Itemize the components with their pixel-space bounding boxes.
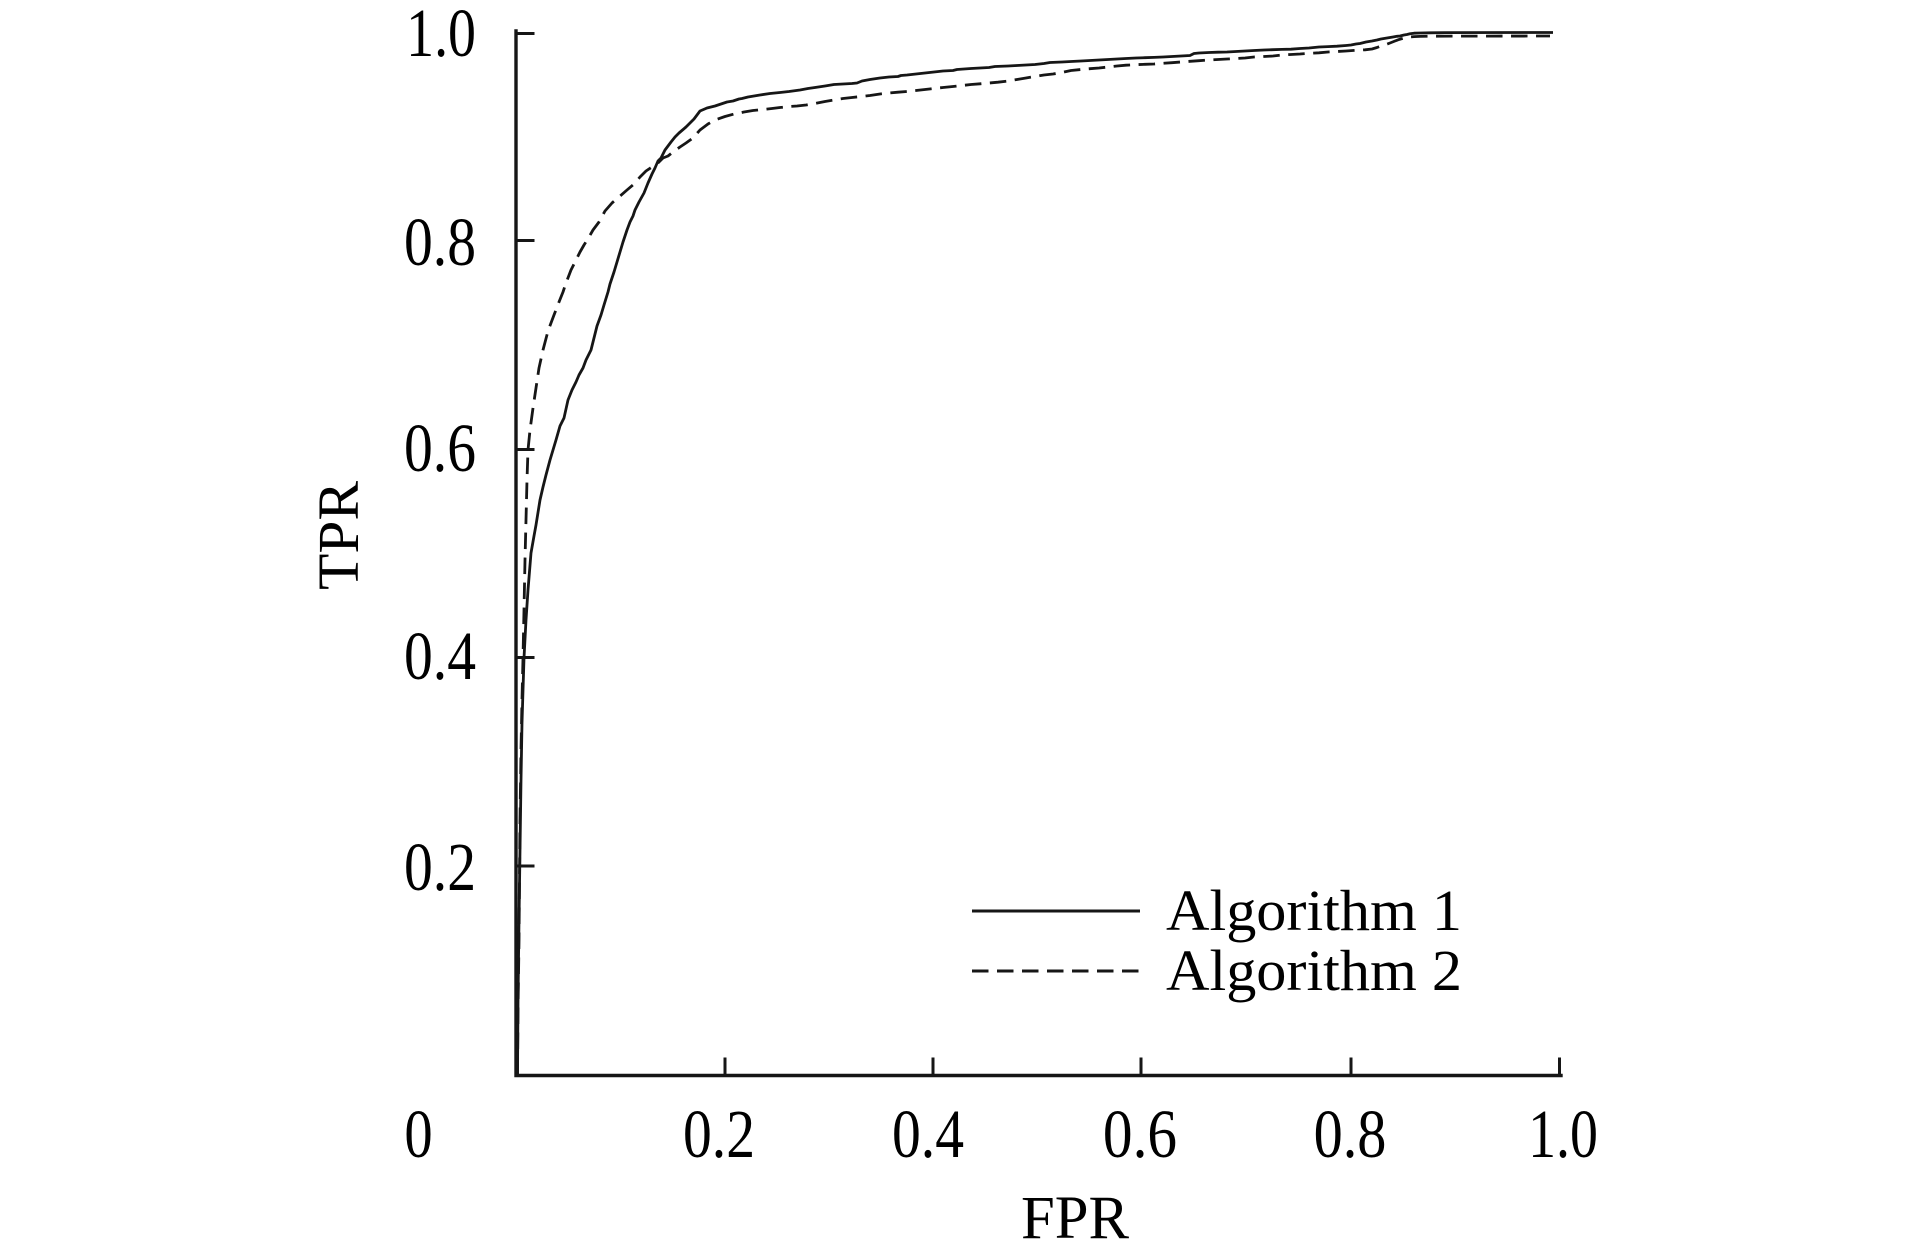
- svg-text:FPR: FPR: [1021, 1185, 1129, 1252]
- svg-text:Algorithm 1: Algorithm 1: [1166, 878, 1462, 943]
- svg-text:0.2: 0.2: [404, 828, 476, 905]
- svg-text:1.0: 1.0: [1528, 1095, 1598, 1172]
- svg-text:0.8: 0.8: [1314, 1095, 1387, 1172]
- svg-text:TPR: TPR: [306, 481, 371, 590]
- svg-text:0.6: 0.6: [404, 409, 476, 486]
- svg-text:0.4: 0.4: [892, 1095, 964, 1172]
- svg-text:Algorithm 2: Algorithm 2: [1166, 938, 1462, 1003]
- svg-text:0.6: 0.6: [1103, 1096, 1177, 1172]
- svg-text:0.8: 0.8: [404, 203, 476, 280]
- svg-text:0: 0: [404, 1096, 432, 1173]
- svg-text:0.2: 0.2: [683, 1095, 755, 1172]
- svg-text:0.4: 0.4: [404, 617, 476, 694]
- svg-text:1.0: 1.0: [406, 0, 476, 71]
